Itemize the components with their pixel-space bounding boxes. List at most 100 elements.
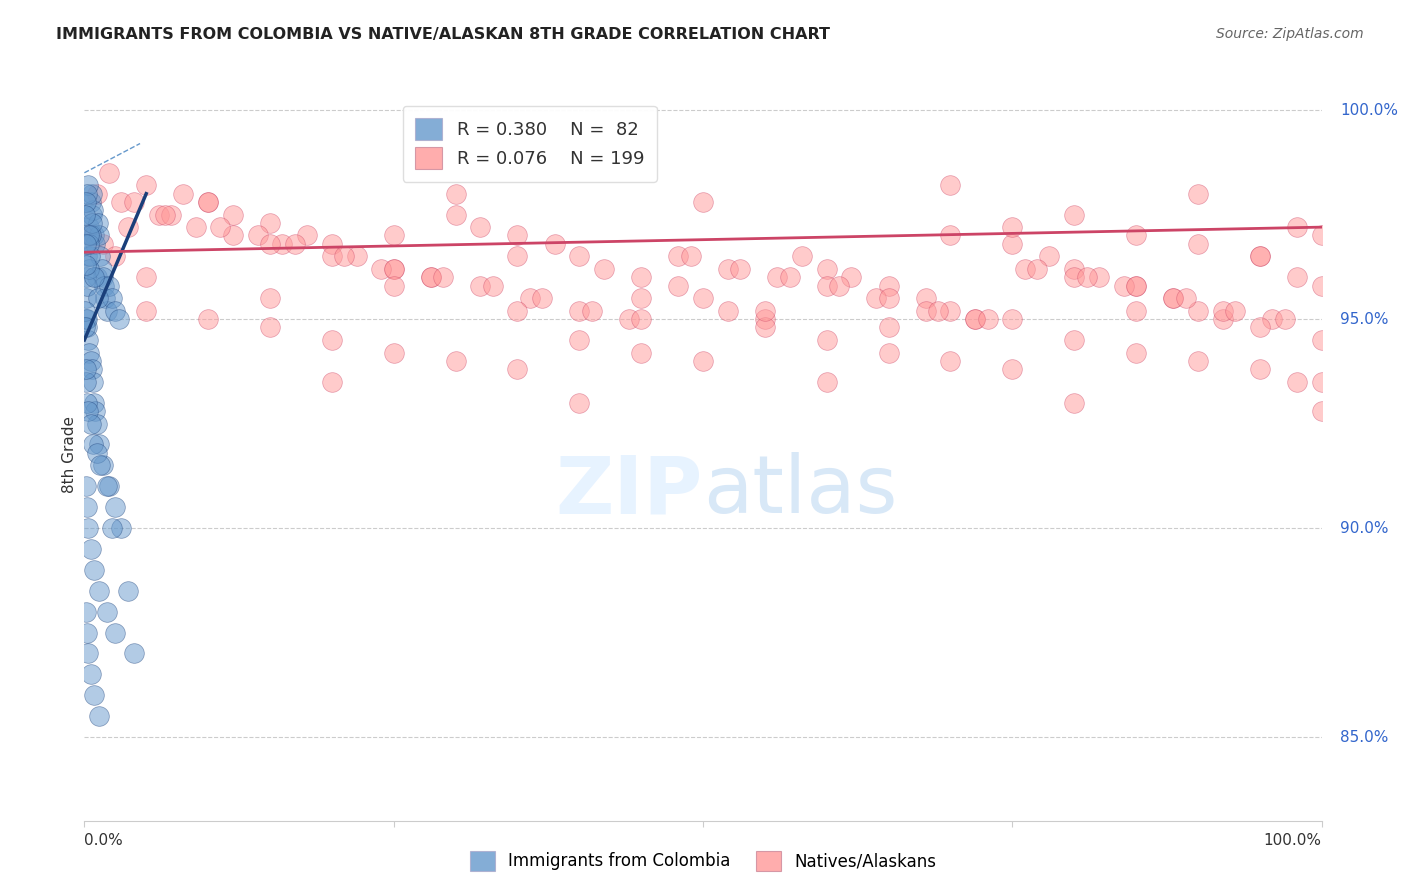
Point [89,458,111,473]
Text: 100.0%: 100.0% [1264,833,1322,848]
Point [728,261,751,276]
Point [1249,249,1271,263]
Point [1001,220,1024,235]
Point [104,500,127,515]
Point [382,228,405,243]
Point [86,446,108,460]
Point [89,228,111,243]
Point [73,208,96,222]
Point [89,709,111,723]
Point [1014,261,1036,276]
Point [914,291,936,305]
Point [1001,312,1024,326]
Point [321,236,343,251]
Point [1125,228,1147,243]
Point [79,249,101,263]
Point [617,312,640,326]
Point [679,249,702,263]
Point [865,291,887,305]
Point [82,375,104,389]
Point [197,195,219,210]
Point [444,354,467,368]
Point [79,345,101,359]
Point [692,354,714,368]
Point [75,320,97,334]
Point [593,261,616,276]
Point [470,220,492,235]
Point [1249,362,1271,376]
Point [1076,270,1098,285]
Point [93,278,115,293]
Point [148,208,170,222]
Point [382,261,405,276]
Point [432,270,454,285]
Point [80,186,103,201]
Point [382,261,405,276]
Point [321,249,343,263]
Point [197,195,219,210]
Point [75,258,97,272]
Point [122,647,145,661]
Point [98,479,121,493]
Point [77,333,100,347]
Point [1112,278,1135,293]
Point [197,312,219,326]
Point [84,236,107,251]
Point [122,195,145,210]
Point [79,354,101,368]
Point [222,208,245,222]
Point [1125,278,1147,293]
Point [75,605,97,619]
Point [927,303,949,318]
Point [1285,375,1308,389]
Point [75,479,97,493]
Point [790,249,813,263]
Point [77,178,100,193]
Point [444,186,467,201]
Point [444,208,467,222]
Y-axis label: 8th Grade: 8th Grade [62,417,77,493]
Point [1125,278,1147,293]
Point [73,303,96,318]
Point [82,216,104,230]
Point [79,228,101,243]
Point [1187,236,1209,251]
Point [346,249,368,263]
Point [76,500,98,515]
Point [333,249,356,263]
Text: 100.0%: 100.0% [1340,103,1398,118]
Point [1249,249,1271,263]
Point [877,320,900,334]
Point [754,303,776,318]
Point [630,312,652,326]
Point [382,278,405,293]
Point [259,291,281,305]
Point [1001,362,1024,376]
Point [568,249,591,263]
Point [370,261,392,276]
Point [100,521,122,535]
Point [828,278,851,293]
Point [91,236,114,251]
Point [90,261,112,276]
Point [939,354,962,368]
Point [914,303,936,318]
Point [76,186,98,201]
Point [271,236,294,251]
Point [568,333,591,347]
Point [100,291,122,305]
Point [841,270,863,285]
Text: 85.0%: 85.0% [1340,730,1389,745]
Point [470,278,492,293]
Point [717,303,740,318]
Point [77,647,100,661]
Point [94,291,117,305]
Point [295,228,318,243]
Point [76,320,98,334]
Point [110,521,132,535]
Point [1161,291,1184,305]
Point [1187,303,1209,318]
Point [96,303,118,318]
Point [815,261,838,276]
Point [1285,270,1308,285]
